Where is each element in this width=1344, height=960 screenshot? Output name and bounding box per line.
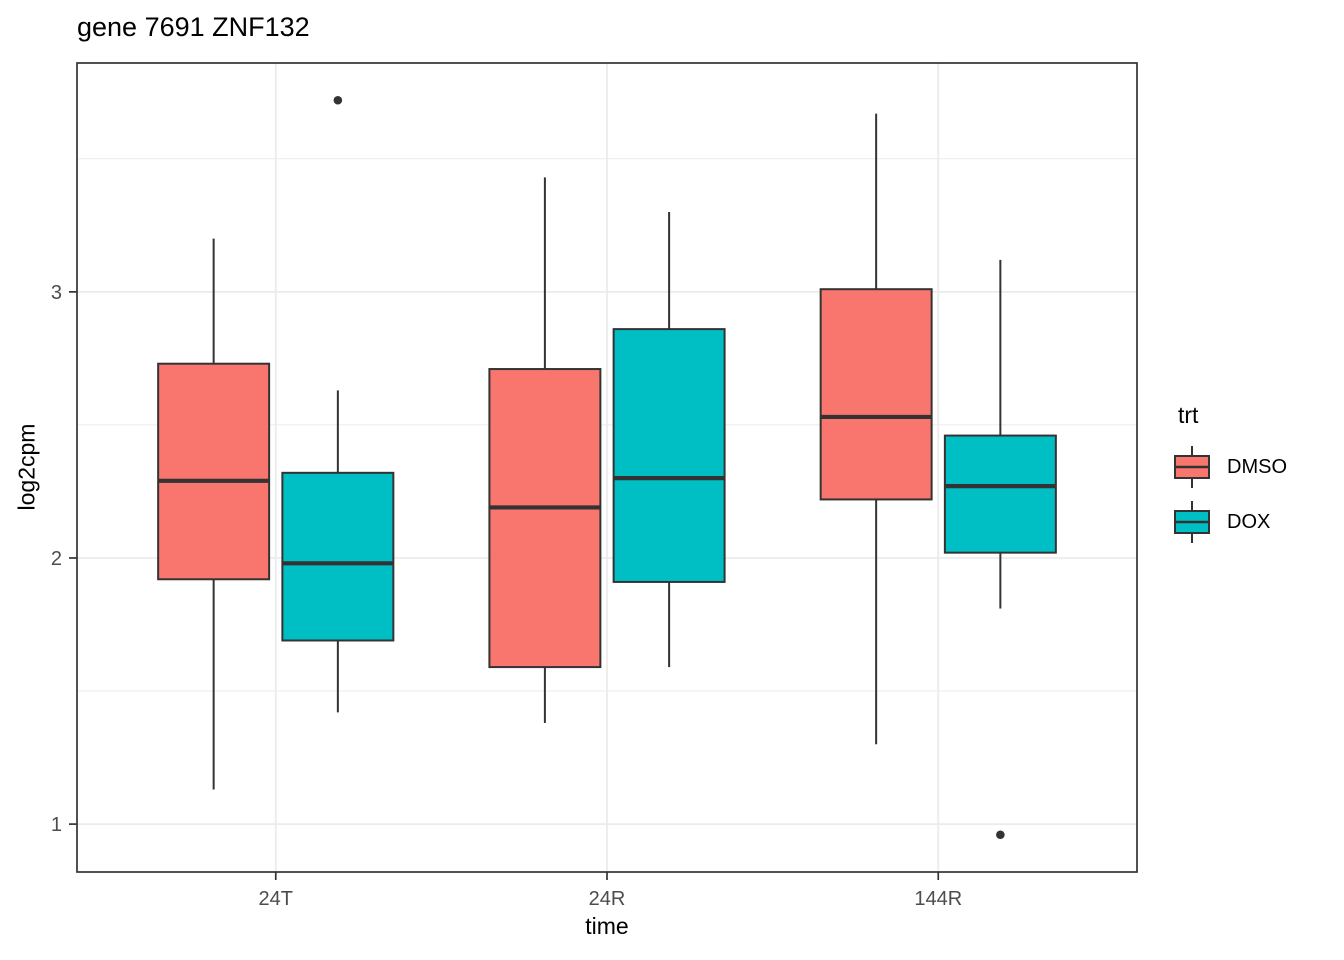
box-dox-144R xyxy=(943,434,1057,554)
chart-title: gene 7691 ZNF132 xyxy=(77,12,310,42)
box-dox-24R xyxy=(612,328,726,583)
y-tick-label: 2 xyxy=(51,548,62,570)
series-dox xyxy=(281,95,1057,840)
y-tick-label: 3 xyxy=(51,282,62,304)
legend-item-dox: DOX xyxy=(1172,498,1287,546)
y-axis-title: log2cpm xyxy=(13,423,40,511)
outlier-point xyxy=(333,95,343,105)
legend-item-dmso: DMSO xyxy=(1172,443,1287,491)
y-tick-label: 1 xyxy=(51,814,62,836)
x-tick-label: 24R xyxy=(589,888,626,910)
legend-label: DMSO xyxy=(1227,455,1287,478)
series-dmso xyxy=(157,113,933,790)
box-dmso-24T xyxy=(157,362,271,581)
y-axis: 1 2 3 xyxy=(51,282,77,836)
outlier-point xyxy=(996,830,1005,840)
legend-key-boxplot-icon xyxy=(1174,446,1210,488)
x-axis-title: time xyxy=(585,913,629,939)
box-dox-24T xyxy=(281,471,395,642)
legend: trt DMSO DOX xyxy=(1172,402,1287,553)
x-axis: 24T 24R 144R xyxy=(259,872,962,910)
box-dmso-24R xyxy=(488,368,602,669)
legend-entries: DMSO DOX xyxy=(1172,443,1287,546)
box-dmso-144R xyxy=(819,288,933,501)
legend-key-boxplot-icon xyxy=(1174,501,1210,543)
x-tick-label: 144R xyxy=(914,888,962,910)
legend-label: DOX xyxy=(1227,510,1271,533)
legend-title: trt xyxy=(1178,402,1199,428)
x-tick-label: 24T xyxy=(259,888,293,910)
